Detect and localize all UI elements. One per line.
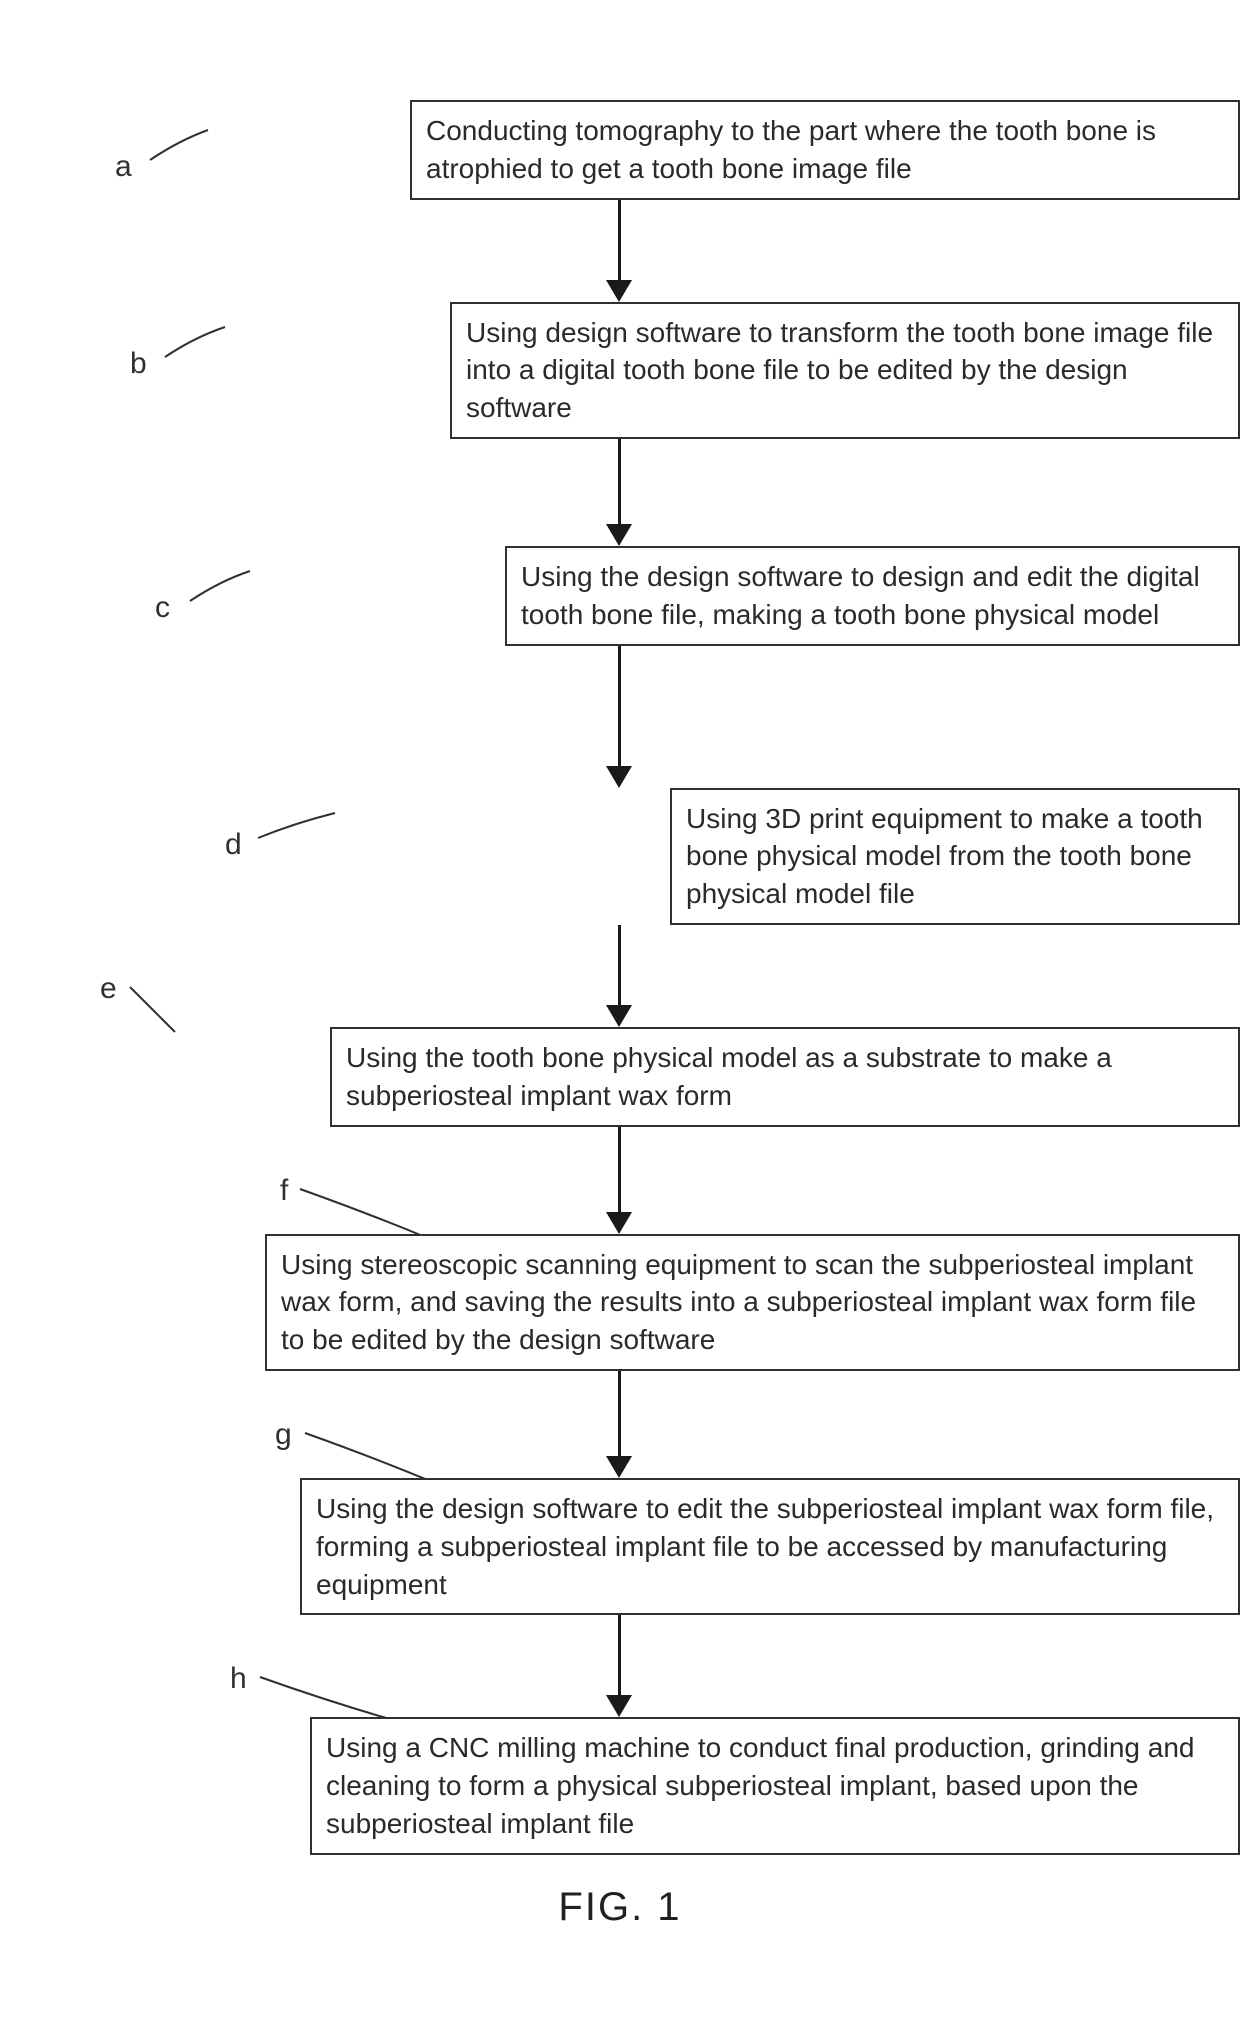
step-box-b: Using design software to transform the t… xyxy=(450,302,1240,439)
flowchart-container: a Conducting tomography to the part where… xyxy=(0,0,1240,1855)
step-label-e: e xyxy=(100,972,117,1006)
step-box-f: Using stereoscopic scanning equipment to… xyxy=(265,1234,1240,1371)
step-label-f: f xyxy=(280,1174,288,1208)
step-label-a: a xyxy=(115,150,132,184)
flow-step-a: a Conducting tomography to the part where… xyxy=(0,100,1240,200)
arrow-shaft-icon xyxy=(618,1615,621,1695)
flow-step-f: fUsing stereoscopic scanning equipment t… xyxy=(0,1234,1240,1371)
arrow-after-b xyxy=(606,439,632,546)
flow-step-h: hUsing a CNC milling machine to conduct … xyxy=(0,1717,1240,1854)
arrow-after-e xyxy=(606,1127,632,1234)
arrow-shaft-icon xyxy=(618,200,621,280)
arrow-head-icon xyxy=(606,280,632,302)
arrow-head-icon xyxy=(606,1695,632,1717)
figure-caption: FIG. 1 xyxy=(0,1885,1240,1930)
step-label-d: d xyxy=(225,828,242,862)
arrow-shaft-icon xyxy=(618,1371,621,1456)
flow-step-d: d Using 3D print equipment to make a toot… xyxy=(0,788,1240,925)
step-label-c: c xyxy=(155,591,170,625)
flow-step-b: b Using design software to transform the … xyxy=(0,302,1240,439)
arrow-head-icon xyxy=(606,1456,632,1478)
arrow-after-g xyxy=(606,1615,632,1717)
step-box-d: Using 3D print equipment to make a tooth… xyxy=(670,788,1240,925)
arrow-shaft-icon xyxy=(618,1127,621,1212)
step-box-g: Using the design software to edit the su… xyxy=(300,1478,1240,1615)
arrow-head-icon xyxy=(606,1212,632,1234)
arrow-head-icon xyxy=(606,1005,632,1027)
arrow-head-icon xyxy=(606,766,632,788)
step-label-b: b xyxy=(130,347,147,381)
step-box-h: Using a CNC milling machine to conduct f… xyxy=(310,1717,1240,1854)
arrow-shaft-icon xyxy=(618,925,621,1005)
step-box-a: Conducting tomography to the part where … xyxy=(410,100,1240,200)
arrow-shaft-icon xyxy=(618,439,621,524)
step-label-g: g xyxy=(275,1418,292,1452)
step-label-h: h xyxy=(230,1662,247,1696)
flow-step-c: c Using the design software to design and… xyxy=(0,546,1240,646)
arrow-after-f xyxy=(606,1371,632,1478)
step-box-e: Using the tooth bone physical model as a… xyxy=(330,1027,1240,1127)
arrow-head-icon xyxy=(606,524,632,546)
flow-step-g: gUsing the design software to edit the s… xyxy=(0,1478,1240,1615)
arrow-after-a xyxy=(606,200,632,302)
arrow-shaft-icon xyxy=(618,646,621,766)
arrow-after-c xyxy=(606,646,632,788)
flow-step-e: eUsing the tooth bone physical model as … xyxy=(0,1027,1240,1127)
arrow-after-d xyxy=(606,925,632,1027)
step-box-c: Using the design software to design and … xyxy=(505,546,1240,646)
